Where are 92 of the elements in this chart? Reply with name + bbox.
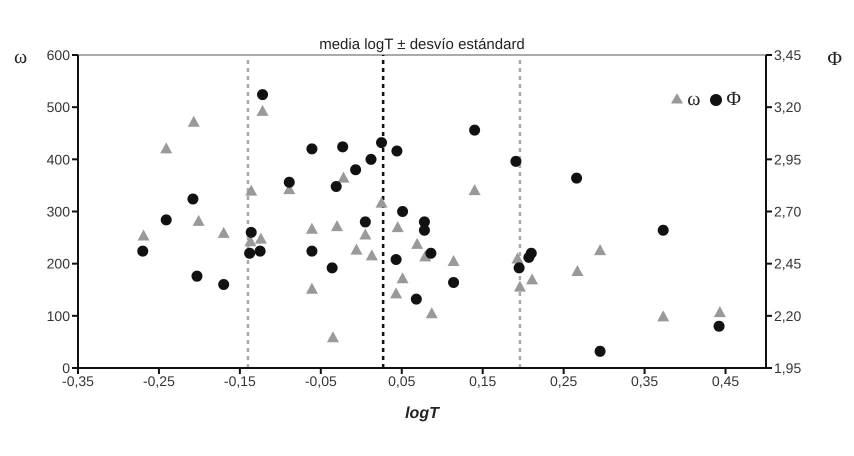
point [514,280,526,292]
point [658,224,669,236]
point [254,246,266,257]
point [396,272,409,284]
chart-title: media logT ± desvío estándard [319,36,525,53]
point [390,287,402,298]
point [390,254,402,265]
point [510,156,522,167]
point [192,214,205,226]
x-tick-label: -0,15 [224,372,256,389]
point [469,124,480,136]
point [397,206,408,217]
point [160,214,172,226]
point [514,262,525,274]
point [284,176,295,188]
x-axis-title: logT [405,405,440,422]
y-tick-label: 300 [46,203,70,220]
point [376,137,388,148]
y2-tick-label: 2,95 [774,151,802,168]
point [331,220,344,232]
point [326,262,338,274]
point [191,270,202,282]
point [425,248,436,259]
point [138,229,150,240]
y-axis-title: ω [14,46,28,68]
point [254,232,267,244]
point [306,246,318,257]
y2-tick-label: 2,70 [774,203,802,220]
y2-tick-label: 1,95 [774,360,802,376]
point [376,196,388,208]
point [411,238,424,249]
y-tick-label: 100 [46,308,70,324]
point [218,279,230,290]
x-tick-label: -0,25 [142,372,176,389]
point [306,282,318,294]
point [337,172,350,183]
x-tick-label: -0,05 [304,372,337,389]
point [218,226,230,238]
point [246,226,257,238]
y-tick-label: 500 [46,99,70,116]
y2-tick-label: 3,20 [774,99,802,116]
x-tick-label: 0,45 [712,372,740,389]
point [418,224,430,236]
point [256,104,269,116]
point [187,193,198,204]
point [160,142,172,154]
y2-tick-label: 2,45 [774,256,802,272]
point [512,252,524,264]
point [657,310,670,322]
y2-tick-label: 3,45 [774,46,802,63]
y2-tick-label: 2,20 [774,308,802,324]
point [523,252,534,263]
point [714,320,725,332]
point [306,222,318,234]
point [330,180,342,192]
point [571,172,582,184]
point [526,273,538,284]
point [350,164,362,176]
point [360,216,371,228]
point [594,244,606,256]
x-tick-label: 0,05 [388,372,416,389]
point [594,346,606,357]
x-tick-label: 0,15 [469,372,497,389]
point [391,145,402,156]
point [448,276,460,288]
y-tick-label: 600 [46,46,70,63]
y-tick-label: 200 [46,256,70,272]
point [426,307,438,318]
point [392,221,404,232]
legend-label: Φ [726,88,741,110]
point [337,141,348,152]
point [714,306,726,318]
point [571,264,584,276]
point [326,331,339,342]
point [448,255,460,266]
point [410,294,422,305]
x-tick-label: 0,25 [550,372,578,389]
point [244,248,256,259]
point [188,116,200,127]
point [366,154,377,165]
point [359,228,372,240]
x-tick-label: 0,35 [630,372,658,389]
legend-label: ω [687,88,700,110]
y-tick-label: 400 [46,151,70,168]
y2-axis-title: Φ [827,48,842,70]
point [137,246,148,257]
point [468,184,481,196]
point [306,143,318,154]
point [366,249,378,260]
point [350,244,362,255]
point [257,89,268,100]
point [245,184,258,196]
